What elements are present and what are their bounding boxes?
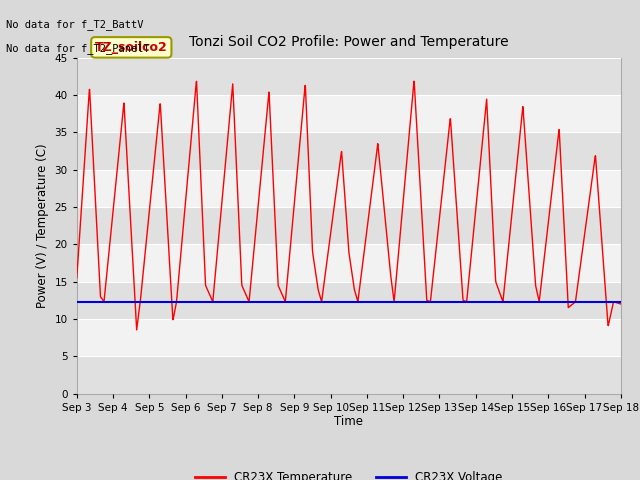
Bar [77, 58, 621, 95]
Legend: CR23X Temperature, CR23X Voltage: CR23X Temperature, CR23X Voltage [191, 466, 507, 480]
Bar [77, 356, 621, 394]
Bar [77, 169, 621, 207]
Bar [77, 95, 621, 132]
Text: No data for f_T2_BattV: No data for f_T2_BattV [6, 19, 144, 30]
Bar [77, 132, 621, 169]
X-axis label: Time: Time [334, 415, 364, 429]
Bar [77, 207, 621, 244]
Y-axis label: Power (V) / Temperature (C): Power (V) / Temperature (C) [36, 144, 49, 308]
Text: TZ_soilco2: TZ_soilco2 [95, 41, 168, 54]
Bar [77, 319, 621, 356]
Title: Tonzi Soil CO2 Profile: Power and Temperature: Tonzi Soil CO2 Profile: Power and Temper… [189, 36, 509, 49]
Bar [77, 282, 621, 319]
Text: No data for f_T2_PanelT: No data for f_T2_PanelT [6, 43, 150, 54]
Bar [77, 244, 621, 282]
